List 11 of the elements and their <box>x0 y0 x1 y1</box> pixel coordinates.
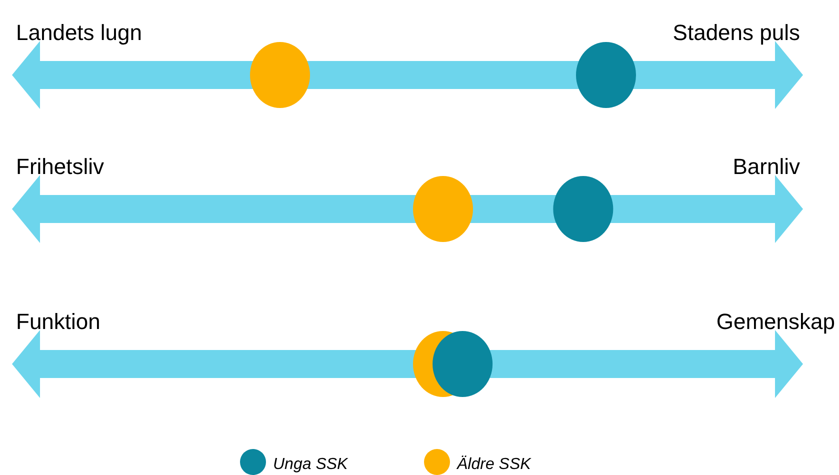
point <box>432 331 493 397</box>
text: Barnliv <box>732 154 800 179</box>
point <box>576 42 636 108</box>
point <box>250 42 310 108</box>
text: Stadens puls <box>672 20 800 45</box>
y-tick-label: Funktion <box>16 309 100 334</box>
legend-label: Äldre SSK <box>456 455 532 473</box>
text: Gemenskap <box>716 309 835 334</box>
legend-label: Unga SSK <box>273 456 350 473</box>
y-tick-label: Landets lugn <box>16 20 142 45</box>
y-tick-label: Frihetsliv <box>16 154 104 179</box>
